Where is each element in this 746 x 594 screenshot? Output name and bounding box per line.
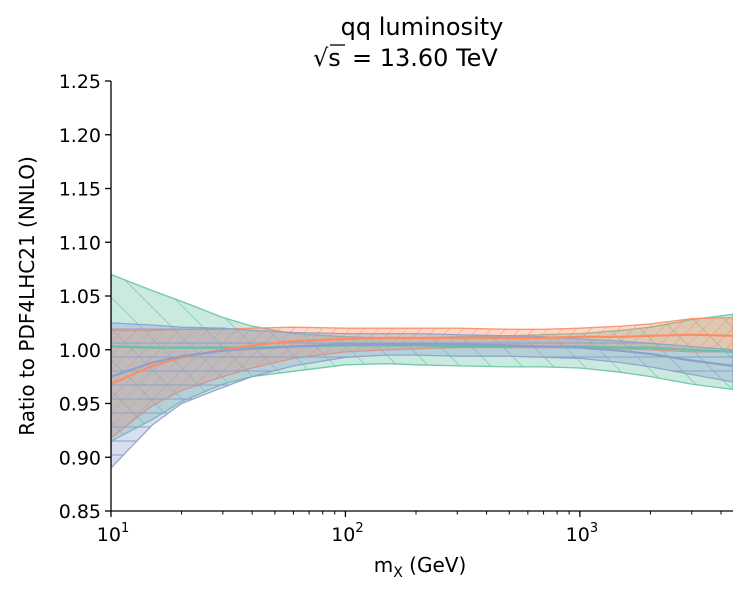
y-tick-label: 1.15	[59, 179, 101, 201]
x-tick-exponent: 2	[355, 521, 363, 536]
chart-subtitle: √s = 13.60 TeV	[313, 44, 498, 72]
y-tick-label: 1.05	[59, 286, 101, 308]
uncertainty-bands	[111, 273, 733, 469]
y-tick-label: 1.20	[59, 125, 101, 147]
x-tick-exponent: 3	[590, 521, 598, 536]
subtitle-sqrt-s: √s	[313, 44, 341, 72]
x-tick-label: 101	[97, 521, 129, 546]
y-tick-label: 0.85	[59, 501, 101, 523]
y-tick-label: 1.10	[59, 232, 101, 254]
x-tick-base: 10	[97, 524, 121, 546]
x-axis-label: mX (GeV)	[374, 553, 467, 581]
axes	[110, 81, 733, 512]
chart-title: qq luminosity	[341, 13, 504, 41]
x-ticks: 101 102 103	[97, 511, 722, 546]
blue-central-line	[111, 343, 733, 378]
central-lines	[111, 333, 733, 386]
x-axis-label-unit: (GeV)	[403, 553, 466, 577]
y-tick-label: 0.90	[59, 447, 101, 469]
x-tick-exponent: 1	[121, 521, 129, 536]
y-axis-label: Ratio to PDF4LHC21 (NNLO)	[15, 156, 39, 435]
subtitle-energy: = 13.60 TeV	[352, 44, 498, 72]
y-ticks: 0.85 0.90 0.95 1.00 1.05 1.10 1.15 1.20 1.25	[59, 71, 111, 523]
x-tick-base: 10	[566, 524, 590, 546]
y-tick-label: 1.00	[59, 340, 101, 362]
y-tick-label: 1.25	[59, 71, 101, 93]
blue-band-hatch	[111, 322, 733, 469]
y-tick-label: 0.95	[59, 394, 101, 416]
x-axis-label-main: m	[374, 553, 393, 577]
x-tick-label: 102	[331, 521, 363, 546]
x-axis-label-sub: X	[393, 565, 403, 581]
x-tick-base: 10	[331, 524, 355, 546]
x-tick-label: 103	[566, 521, 598, 546]
